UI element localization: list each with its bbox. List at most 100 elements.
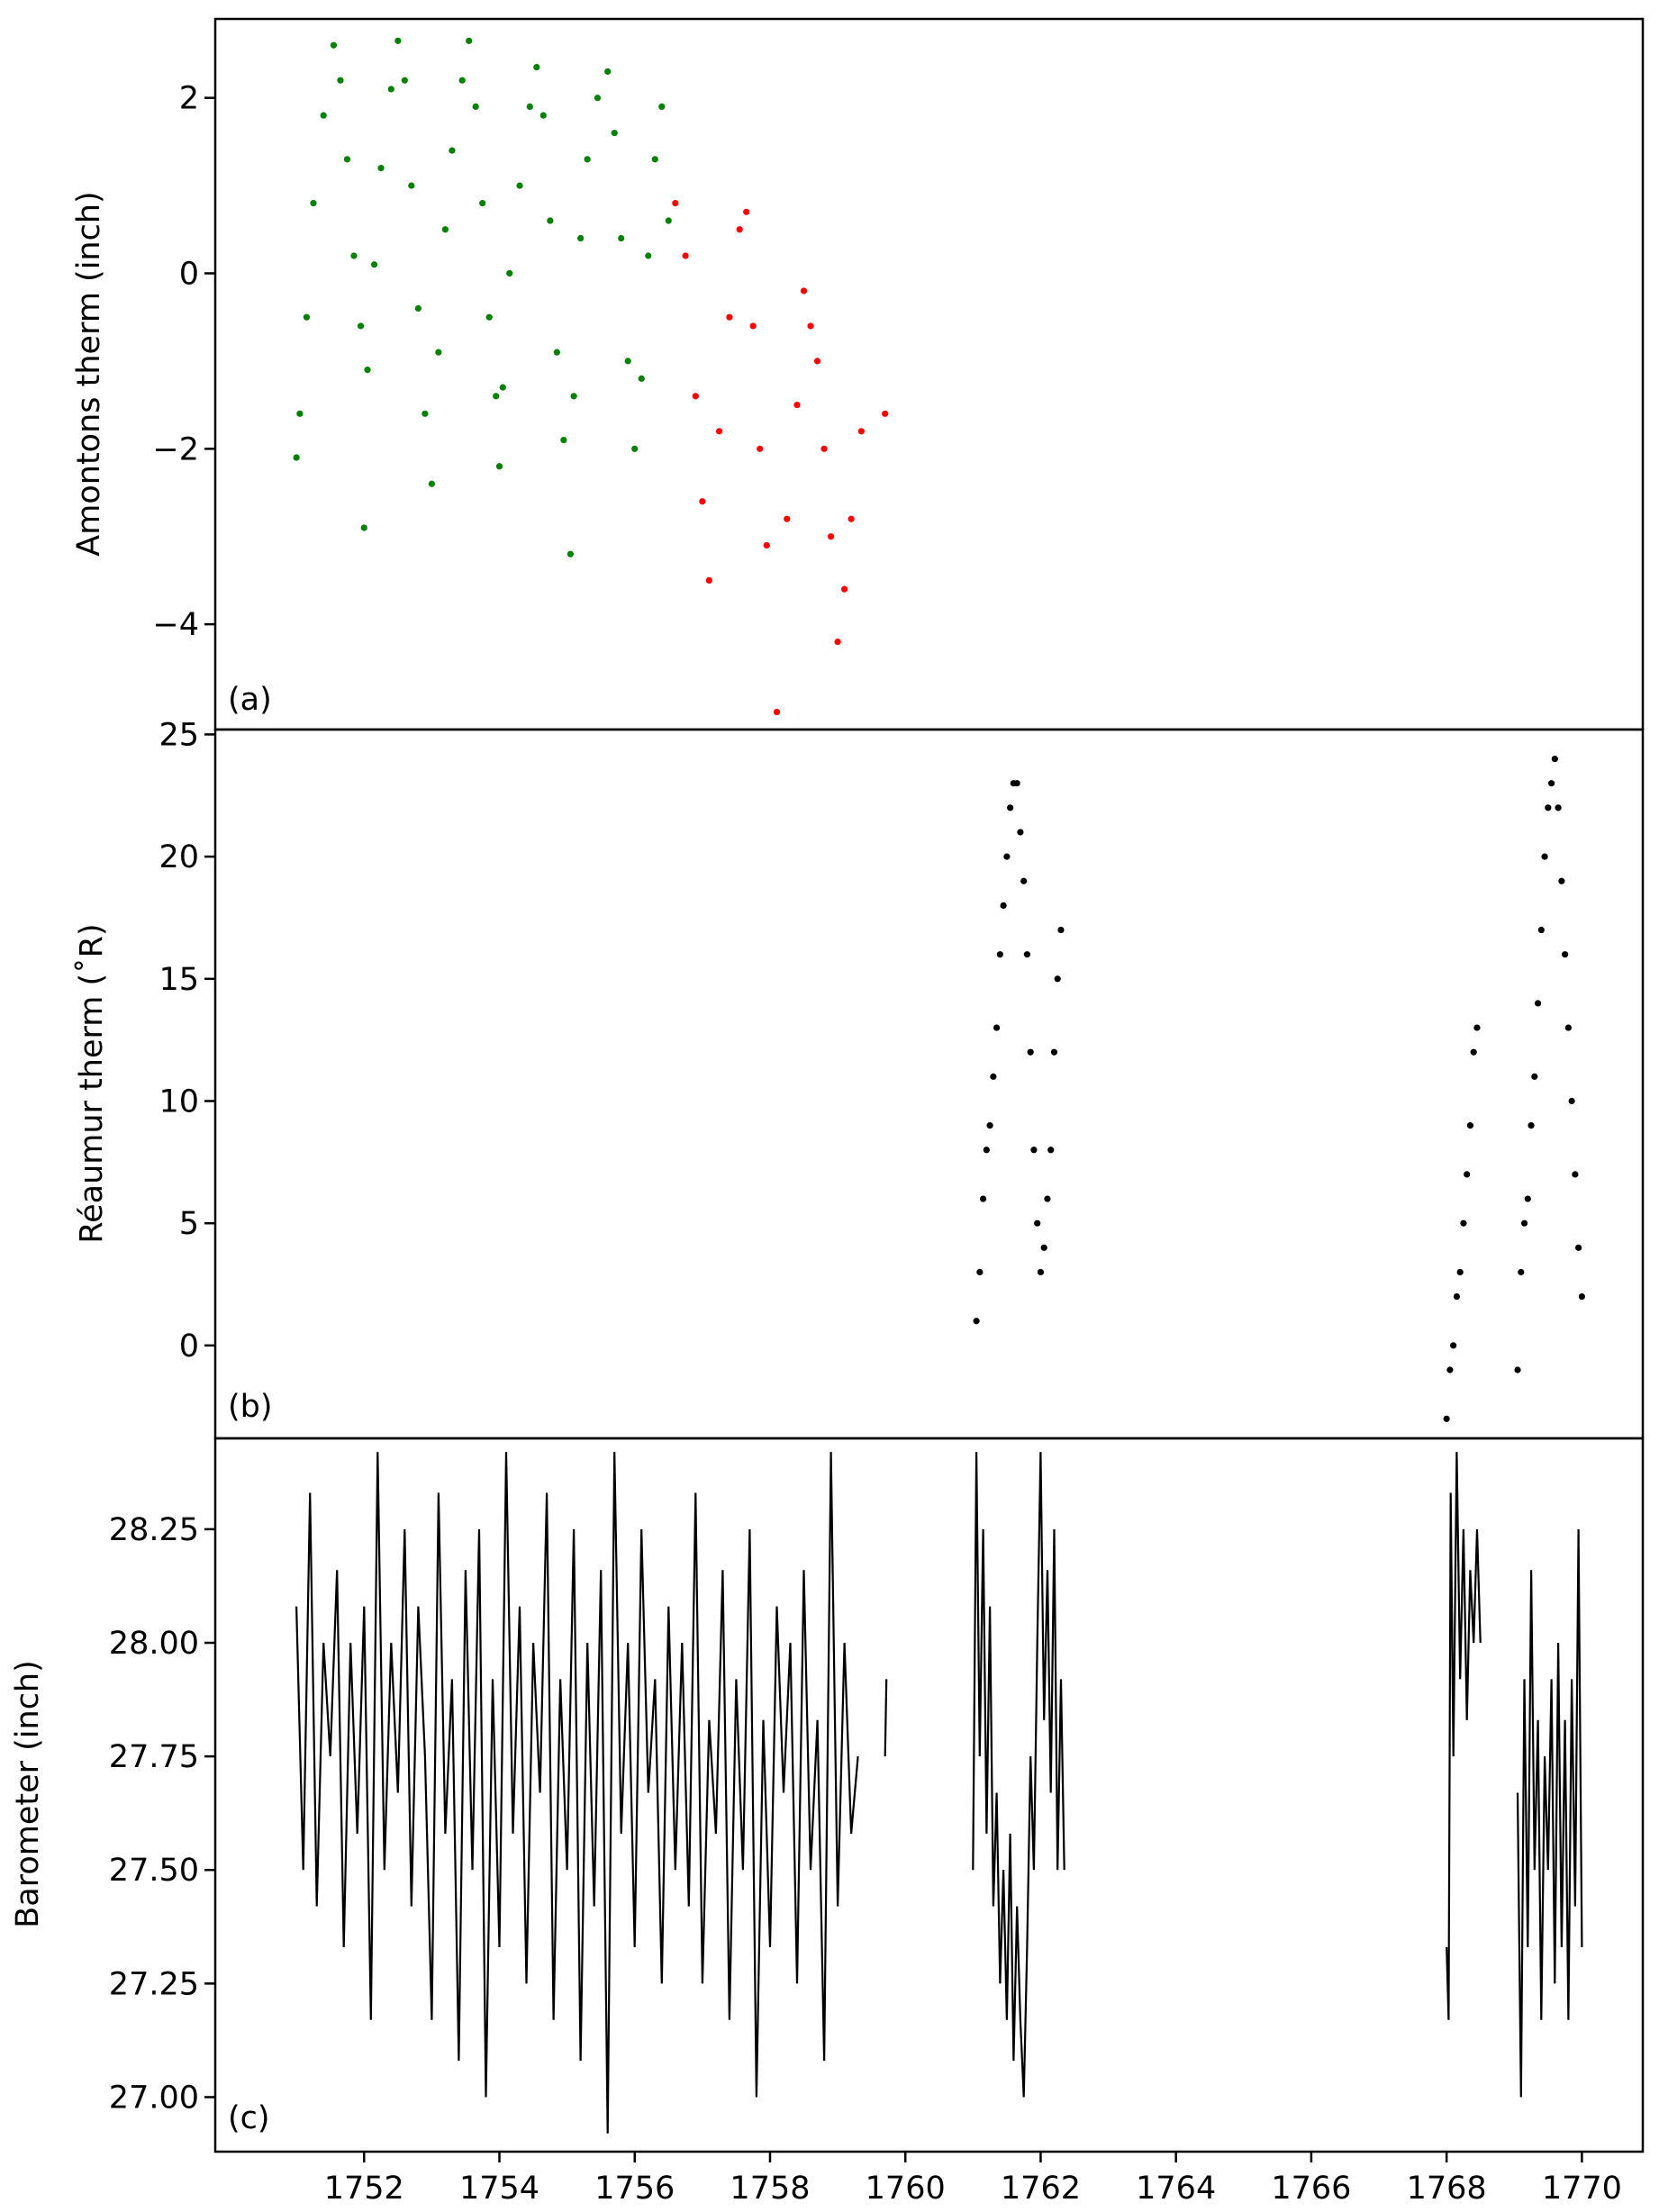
- panel-a-y-ticks: −4 −2 0 2: [152, 81, 215, 643]
- data-point: [435, 349, 442, 356]
- data-point: [408, 182, 415, 189]
- data-point: [1003, 853, 1011, 860]
- data-point: [976, 1268, 984, 1276]
- data-point: [516, 182, 523, 189]
- data-point: [1551, 755, 1558, 763]
- data-point: [807, 322, 814, 330]
- data-point: [296, 410, 304, 417]
- data-point: [1464, 1171, 1471, 1178]
- data-point: [1057, 926, 1065, 934]
- data-point: [458, 77, 466, 84]
- data-point: [882, 410, 889, 417]
- data-point: [479, 199, 486, 207]
- data-point: [357, 322, 365, 330]
- series-line: [1446, 1452, 1482, 2020]
- data-point: [1054, 975, 1061, 983]
- data-point: [645, 252, 652, 259]
- data-point: [350, 252, 358, 259]
- data-point: [560, 436, 567, 444]
- data-point: [624, 358, 631, 365]
- data-point: [441, 226, 449, 233]
- x-tick-label: 1756: [594, 2171, 675, 2207]
- data-point: [577, 234, 585, 242]
- data-point: [672, 199, 679, 207]
- data-point: [1537, 926, 1545, 934]
- data-point: [757, 445, 764, 452]
- panel-b-marks: [973, 755, 1585, 1422]
- data-point: [1000, 902, 1007, 909]
- data-point: [1545, 804, 1552, 811]
- data-point: [1528, 1122, 1535, 1129]
- data-point: [979, 1195, 987, 1202]
- data-point: [360, 524, 367, 531]
- panel-c-label: (c): [228, 2100, 270, 2136]
- data-point: [594, 95, 602, 102]
- data-point: [800, 287, 808, 295]
- data-point: [506, 269, 513, 277]
- data-point: [533, 63, 540, 71]
- data-point: [1450, 1342, 1457, 1349]
- data-point: [716, 428, 723, 435]
- y-tick-label: 0: [179, 256, 199, 292]
- data-point: [1030, 1147, 1038, 1154]
- data-point: [993, 1024, 1001, 1031]
- y-tick-label: −2: [152, 431, 199, 467]
- series-line: [972, 1452, 1065, 2098]
- panel-c-marks: [295, 1452, 1583, 2134]
- y-tick-label: 27.00: [109, 2080, 199, 2116]
- x-tick-label: 1758: [730, 2171, 810, 2207]
- panel-b-frame: [213, 728, 1645, 1440]
- data-point: [813, 358, 821, 365]
- y-tick-label: 27.75: [109, 1739, 199, 1775]
- data-point: [973, 1318, 980, 1325]
- data-point: [526, 103, 533, 111]
- data-point: [1007, 804, 1014, 811]
- data-point: [1040, 1244, 1047, 1251]
- data-point: [428, 480, 435, 487]
- data-point: [1443, 1415, 1450, 1422]
- data-point: [743, 208, 750, 215]
- y-tick-label: 5: [179, 1206, 199, 1242]
- data-point: [1518, 1268, 1525, 1276]
- data-point: [422, 410, 429, 417]
- y-tick-label: 0: [179, 1328, 199, 1364]
- data-point: [1534, 1000, 1542, 1007]
- panel-c-y-ticks: 27.00 27.25 27.50 27.75 28.00 28.25: [109, 1512, 215, 2116]
- data-point: [1470, 1048, 1477, 1056]
- series-line: [1516, 1528, 1583, 2098]
- data-point: [692, 393, 699, 400]
- data-point: [1575, 1244, 1582, 1251]
- data-point: [1562, 951, 1569, 958]
- data-point: [638, 375, 645, 382]
- data-point: [364, 367, 371, 374]
- x-tick-label: 1770: [1542, 2171, 1622, 2207]
- y-tick-label: 15: [159, 962, 199, 998]
- data-point: [726, 313, 733, 321]
- data-point: [449, 147, 456, 154]
- y-tick-label: 10: [159, 1083, 199, 1120]
- panel-b: 0 5 10 15 20 25 Réaumur therm (˚R) (b): [73, 717, 1645, 1440]
- data-point: [749, 322, 757, 330]
- panel-b-y-ticks: 0 5 10 15 20 25: [159, 717, 215, 1364]
- data-point: [705, 576, 712, 585]
- data-point: [547, 217, 554, 224]
- data-point: [996, 951, 1003, 958]
- data-point: [682, 252, 689, 259]
- x-tick-label: 1766: [1271, 2171, 1351, 2207]
- y-tick-label: 25: [159, 717, 199, 753]
- data-point: [631, 445, 639, 452]
- panel-a-y-axis-label: Amontons therm (inch): [71, 191, 107, 556]
- data-point: [784, 515, 791, 522]
- data-point: [320, 112, 327, 119]
- data-point: [414, 304, 422, 313]
- y-tick-label: 28.00: [109, 1626, 199, 1662]
- data-point: [1023, 951, 1031, 958]
- data-point: [1564, 1024, 1572, 1031]
- data-point: [1555, 804, 1562, 811]
- panel-b-label: (b): [228, 1389, 273, 1425]
- data-point: [493, 393, 500, 400]
- y-tick-label: 27.50: [109, 1853, 199, 1889]
- y-tick-label: 27.25: [109, 1966, 199, 2002]
- data-point: [1034, 1219, 1041, 1227]
- data-point: [567, 550, 574, 558]
